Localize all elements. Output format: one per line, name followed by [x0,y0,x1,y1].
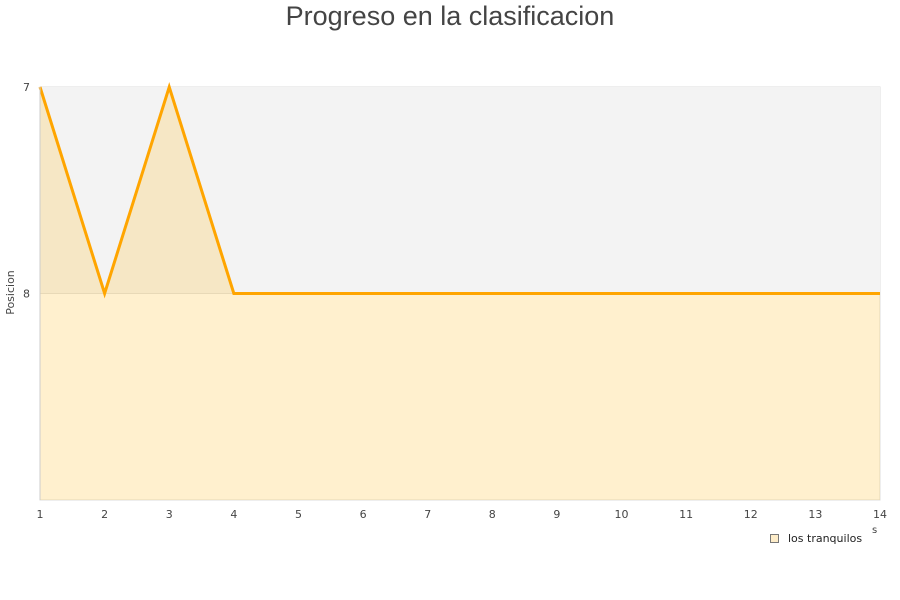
y-tick-label: 8 [23,288,30,301]
x-tick-label: 11 [679,508,693,521]
chart-title: Progreso en la clasificacion [285,1,615,31]
x-axis-label: s [872,525,878,536]
x-tick-label: 4 [230,508,237,521]
x-tick-label: 13 [808,508,822,521]
x-tick-label: 6 [360,508,367,521]
x-tick-label: 1 [37,508,44,521]
legend-label: los tranquilos [788,532,863,545]
x-tick-label: 7 [424,508,431,521]
x-tick-label: 3 [166,508,173,521]
x-tick-label: 9 [553,508,560,521]
y-tick-label: 7 [23,81,30,94]
x-tick-label: 12 [744,508,758,521]
y-axis-label: Posicion [3,270,17,315]
x-tick-label: 5 [295,508,302,521]
legend[interactable]: los tranquilos [770,532,862,545]
x-tick-label: 8 [489,508,496,521]
x-tick-label: 10 [615,508,629,521]
x-tick-label: 2 [101,508,108,521]
series-line [38,81,880,299]
legend-swatch [770,534,779,543]
x-tick-label: 14 [873,508,887,521]
